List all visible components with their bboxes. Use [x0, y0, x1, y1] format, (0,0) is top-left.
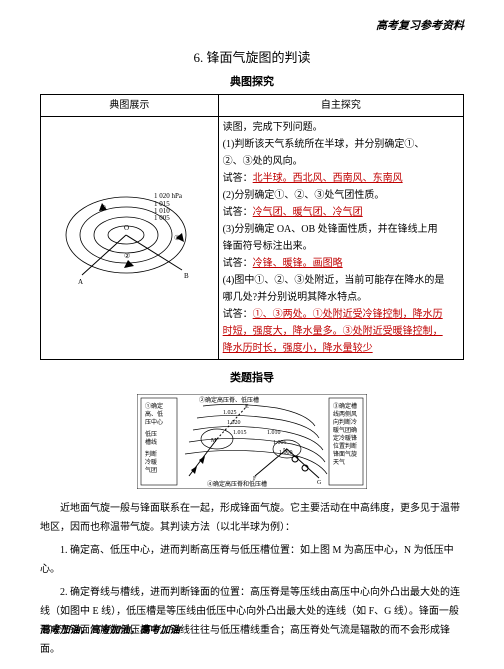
- rc-l11: 哪几处?并分别说明其降水特点。: [223, 289, 459, 306]
- svg-text:A: A: [78, 278, 83, 286]
- rc-l3: ②、③处的风向。: [223, 153, 459, 170]
- svg-text:气团: 气团: [145, 466, 157, 474]
- section1-heading: 典图探究: [40, 74, 464, 92]
- footer: 高考加油，高考加油，高考加油: [40, 623, 180, 639]
- guide-diagram: ①确定高、低压中心 低压槽线 判断冷暖气团 ②确定高压脊、低压槽 MN: [137, 394, 367, 489]
- svg-text:暖气团确: 暖气团确: [333, 426, 357, 434]
- rc-l14: 降水历时长，强度小，降水量较少: [223, 340, 459, 357]
- svg-text:高、低: 高、低: [145, 410, 163, 418]
- svg-text:1 020 hPa: 1 020 hPa: [154, 192, 183, 200]
- svg-text:天气: 天气: [333, 458, 345, 466]
- rc-l8: 锋面符号标注出来。: [223, 238, 459, 255]
- para3: 2. 确定脊线与槽线，进而判断锋面的位置：高压脊是等压线由高压中心向外凸出最大处…: [40, 583, 464, 659]
- header-right: 高考复习参考资料: [40, 18, 464, 36]
- svg-text:线两侧风: 线两侧风: [333, 410, 357, 418]
- svg-text:槽线: 槽线: [145, 438, 157, 446]
- svg-text:压中心: 压中心: [145, 418, 163, 426]
- svg-text:1.005: 1.005: [273, 440, 287, 446]
- svg-text:M: M: [211, 438, 217, 444]
- svg-text:1.020: 1.020: [227, 420, 241, 426]
- rc-l6: 试答：冷气团、暖气团、冷气团: [223, 204, 459, 221]
- diagram-cell: 1 020 hPa 1 015 1 010 1 005 ① ② ③ A O B: [41, 116, 219, 359]
- rc-l1: 读图，完成下列问题。: [223, 119, 459, 136]
- svg-text:1.000: 1.000: [279, 450, 293, 456]
- svg-text:低压: 低压: [145, 430, 157, 438]
- svg-text:定冷暖锋: 定冷暖锋: [333, 434, 357, 442]
- para2: 1. 确定高、低压中心，进而判断高压脊与低压槽位置：如上图 M 为高压中心，N …: [40, 541, 464, 579]
- svg-text:E: E: [245, 404, 249, 410]
- page-title: 6. 锋面气旋图的判读: [40, 48, 464, 69]
- svg-text:锋面气旋: 锋面气旋: [333, 450, 357, 458]
- rc-l10: (4)图中①、②、③处附近，当前可能存在降水的是: [223, 272, 459, 289]
- section2-heading: 类题指导: [40, 370, 464, 388]
- svg-text:1 005: 1 005: [154, 214, 170, 222]
- svg-text:①确定: ①确定: [145, 402, 163, 410]
- rc-l4: 试答：北半球。西北风、西南风、东南风: [223, 170, 459, 187]
- cyclone-diagram: 1 020 hPa 1 015 1 010 1 005 ① ② ③ A O B: [54, 180, 204, 290]
- rc-l12: 试答：①、③两处。①处附近受冷锋控制，降水历: [223, 306, 459, 323]
- para1: 近地面气旋一般与锋面联系在一起，形成锋面气旋。它主要活动在中高纬度，更多见于温带…: [40, 499, 464, 537]
- svg-text:1.010: 1.010: [267, 430, 281, 436]
- rc-l5: (2)分别确定①、②、③处气团性质。: [223, 187, 459, 204]
- svg-text:②: ②: [124, 252, 130, 260]
- svg-text:④确定高压脊和低压槽: ④确定高压脊和低压槽: [207, 480, 267, 488]
- rc-l7: (3)分别确定 OA、OB 处锋面性质，并在锋线上用: [223, 221, 459, 238]
- rc-l9: 试答：冷锋、暖锋。画图略: [223, 255, 459, 272]
- svg-text:判断: 判断: [145, 450, 157, 458]
- svg-text:向判断冷: 向判断冷: [333, 418, 357, 426]
- rc-l13: 时短，强度大，降水量多。③处附近受暖锋控制，: [223, 323, 459, 340]
- svg-text:冷暖: 冷暖: [145, 458, 157, 466]
- svg-text:③确定槽: ③确定槽: [333, 402, 357, 410]
- main-table: 典图展示 自主探究 1 020 hPa: [40, 94, 464, 360]
- svg-text:G: G: [317, 480, 322, 486]
- svg-text:O: O: [124, 224, 129, 232]
- svg-text:位置判断: 位置判断: [333, 442, 357, 450]
- svg-text:②确定高压脊、低压槽: ②确定高压脊、低压槽: [199, 396, 259, 404]
- th-left: 典图展示: [41, 94, 219, 116]
- guide-diagram-box: ①确定高、低压中心 低压槽线 判断冷暖气团 ②确定高压脊、低压槽 MN: [40, 394, 464, 496]
- rc-l2: (1)判断该天气系统所在半球，并分别确定①、: [223, 136, 459, 153]
- th-right: 自主探究: [218, 94, 463, 116]
- svg-text:1.015: 1.015: [233, 430, 247, 436]
- svg-text:B: B: [184, 272, 189, 280]
- answer-cell: 读图，完成下列问题。 (1)判断该天气系统所在半球，并分别确定①、 ②、③处的风…: [218, 116, 463, 359]
- svg-text:1.025: 1.025: [223, 410, 237, 416]
